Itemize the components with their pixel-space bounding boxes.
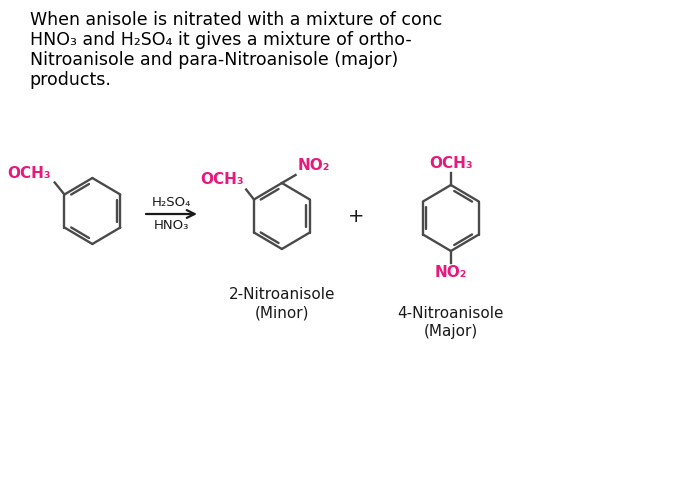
Text: When anisole is nitrated with a mixture of conc: When anisole is nitrated with a mixture … — [30, 11, 442, 29]
Text: +: + — [348, 206, 364, 226]
Text: (Major): (Major) — [424, 324, 478, 339]
Text: Nitroanisole and para-Nitroanisole (major): Nitroanisole and para-Nitroanisole (majo… — [30, 51, 398, 69]
Text: products.: products. — [30, 71, 112, 89]
Text: H₂SO₄: H₂SO₄ — [152, 196, 192, 209]
Text: (Minor): (Minor) — [254, 305, 309, 320]
Text: 2-Nitroanisole: 2-Nitroanisole — [229, 287, 335, 302]
Text: NO₂: NO₂ — [298, 158, 330, 173]
Text: OCH₃: OCH₃ — [7, 166, 51, 181]
Text: 4-Nitroanisole: 4-Nitroanisole — [398, 306, 504, 321]
Text: HNO₃ and H₂SO₄ it gives a mixture of ortho-: HNO₃ and H₂SO₄ it gives a mixture of ort… — [30, 31, 412, 49]
Text: OCH₃: OCH₃ — [201, 173, 244, 187]
Text: NO₂: NO₂ — [435, 265, 467, 280]
Text: OCH₃: OCH₃ — [429, 156, 473, 171]
Text: HNO₃: HNO₃ — [154, 219, 189, 232]
